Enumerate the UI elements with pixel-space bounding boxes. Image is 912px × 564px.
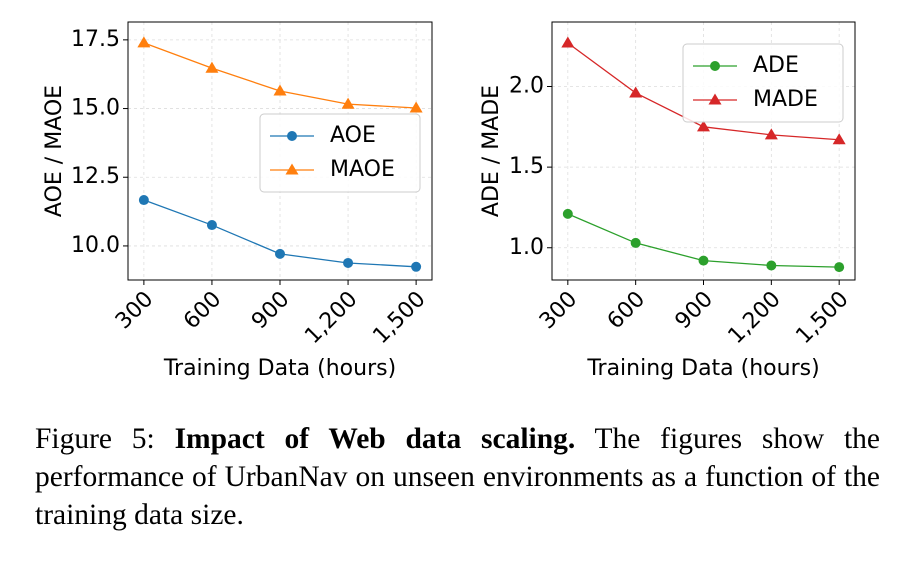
y-tick-label: 1.5 bbox=[509, 154, 544, 179]
marker bbox=[562, 208, 573, 219]
y-tick-label: 1.0 bbox=[509, 235, 544, 260]
x-tick-label: 1,200 bbox=[724, 287, 786, 349]
caption-title: Impact of Web data scaling. bbox=[174, 423, 576, 455]
marker bbox=[698, 255, 709, 266]
x-tick-label: 900 bbox=[671, 287, 718, 334]
x-tick-label: 300 bbox=[111, 287, 158, 334]
x-tick-label: 300 bbox=[535, 287, 582, 334]
marker bbox=[411, 261, 422, 272]
marker bbox=[206, 220, 217, 231]
caption-label: Figure 5: bbox=[35, 423, 155, 455]
marker bbox=[137, 36, 151, 48]
x-tick-label: 1,500 bbox=[791, 287, 853, 349]
legend-box bbox=[682, 43, 844, 123]
y-axis-label: ADE / MADE bbox=[479, 85, 504, 217]
marker bbox=[205, 61, 219, 73]
legend-box bbox=[259, 113, 421, 193]
marker bbox=[409, 101, 423, 113]
x-tick-label: 600 bbox=[603, 287, 650, 334]
y-tick-label: 10.0 bbox=[71, 233, 120, 258]
marker bbox=[343, 257, 354, 268]
legend-label: ADE bbox=[753, 53, 799, 78]
marker bbox=[708, 93, 722, 105]
x-tick-label: 1,500 bbox=[368, 287, 430, 349]
marker bbox=[832, 133, 846, 145]
marker bbox=[275, 248, 285, 259]
y-tick-label: 17.5 bbox=[71, 27, 120, 52]
x-axis-label: Training Data (hours) bbox=[586, 356, 819, 381]
x-axis-label: Training Data (hours) bbox=[163, 356, 396, 381]
marker bbox=[766, 260, 777, 271]
legend-label: AOE bbox=[330, 123, 376, 148]
marker bbox=[764, 128, 778, 140]
caption-text: The figures show the performance of Urba… bbox=[35, 423, 880, 531]
plot-frame bbox=[551, 21, 856, 281]
y-tick-label: 15.0 bbox=[71, 96, 120, 121]
y-tick-label: 12.5 bbox=[71, 164, 120, 189]
marker bbox=[561, 36, 575, 48]
x-tick-label: 900 bbox=[247, 287, 294, 334]
y-axis-label: AOE / MAOE bbox=[42, 85, 67, 217]
marker bbox=[285, 163, 299, 175]
x-tick-label: 1,200 bbox=[300, 287, 362, 349]
marker bbox=[697, 120, 710, 132]
caption: Figure 5: Impact of Web data scaling. Th… bbox=[35, 420, 880, 534]
marker bbox=[273, 84, 287, 96]
y-tick-label: 2.0 bbox=[509, 74, 544, 99]
marker bbox=[138, 195, 149, 206]
plot-frame bbox=[127, 21, 433, 281]
marker bbox=[629, 86, 643, 98]
marker bbox=[287, 131, 297, 141]
legend-label: MADE bbox=[753, 87, 818, 112]
marker bbox=[630, 237, 641, 248]
x-tick-label: 600 bbox=[179, 287, 226, 334]
marker bbox=[834, 262, 845, 273]
marker bbox=[341, 97, 355, 109]
legend-label: MAOE bbox=[330, 157, 395, 182]
marker bbox=[710, 61, 720, 71]
